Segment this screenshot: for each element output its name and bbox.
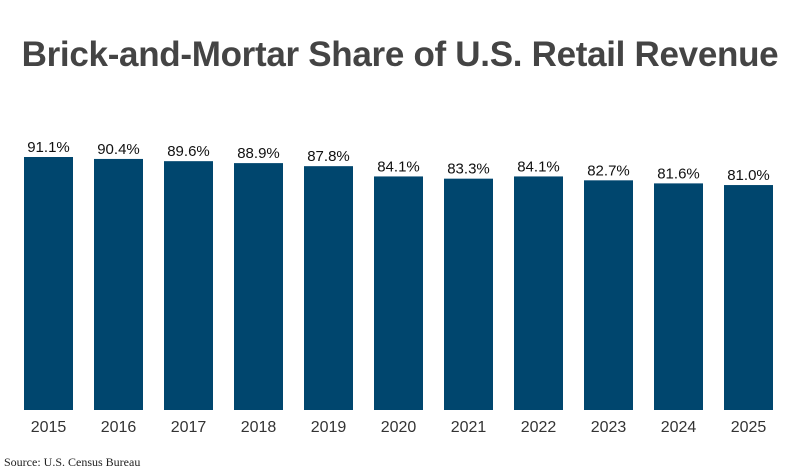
- data-label-2020: 84.1%: [377, 158, 420, 175]
- bar-2021: [444, 178, 493, 410]
- x-tick-label-2020: 2020: [381, 419, 417, 436]
- bar-2023: [584, 180, 633, 410]
- x-tick-label-2019: 2019: [311, 419, 347, 436]
- data-label-2025: 81.0%: [727, 167, 770, 184]
- source-note: Source: U.S. Census Bureau: [4, 455, 141, 469]
- x-tick-label-2018: 2018: [241, 419, 277, 436]
- x-tick-label-2015: 2015: [31, 419, 67, 436]
- data-label-2015: 91.1%: [27, 139, 70, 156]
- bar-2025: [724, 185, 773, 410]
- data-label-2021: 83.3%: [447, 161, 490, 178]
- bar-2018: [234, 163, 283, 410]
- bar-2020: [374, 176, 423, 410]
- x-tick-label-2024: 2024: [661, 419, 697, 436]
- bar-2019: [304, 166, 353, 410]
- data-label-2016: 90.4%: [97, 141, 140, 158]
- x-tick-label-2021: 2021: [451, 419, 487, 436]
- data-label-2019: 87.8%: [307, 148, 350, 165]
- data-label-2024: 81.6%: [657, 165, 700, 182]
- data-label-2018: 88.9%: [237, 145, 280, 162]
- x-tick-label-2025: 2025: [731, 419, 767, 436]
- x-tick-label-2023: 2023: [591, 419, 627, 436]
- bar-2015: [24, 157, 73, 410]
- data-label-2017: 89.6%: [167, 143, 210, 160]
- x-axis-ticks-group: 2015 2016 2017 2018 2019 2020 2021 2022 2023 2024…: [31, 419, 767, 436]
- bar-2017: [164, 161, 213, 410]
- x-tick-label-2017: 2017: [171, 419, 207, 436]
- bar-2016: [94, 158, 143, 410]
- bar-2024: [654, 183, 703, 410]
- x-tick-label-2016: 2016: [101, 419, 137, 436]
- chart-title: Brick-and-Mortar Share of U.S. Retail Re…: [21, 35, 779, 74]
- data-label-2023: 82.7%: [587, 162, 630, 179]
- data-label-2022: 84.1%: [517, 158, 560, 175]
- x-tick-label-2022: 2022: [521, 419, 557, 436]
- bar-2022: [514, 176, 563, 410]
- data-labels-group: 91.1% 90.4% 89.6% 88.9% 87.8% 84.1% 83.3% 84.1%…: [27, 139, 770, 184]
- bars-group: [24, 157, 773, 410]
